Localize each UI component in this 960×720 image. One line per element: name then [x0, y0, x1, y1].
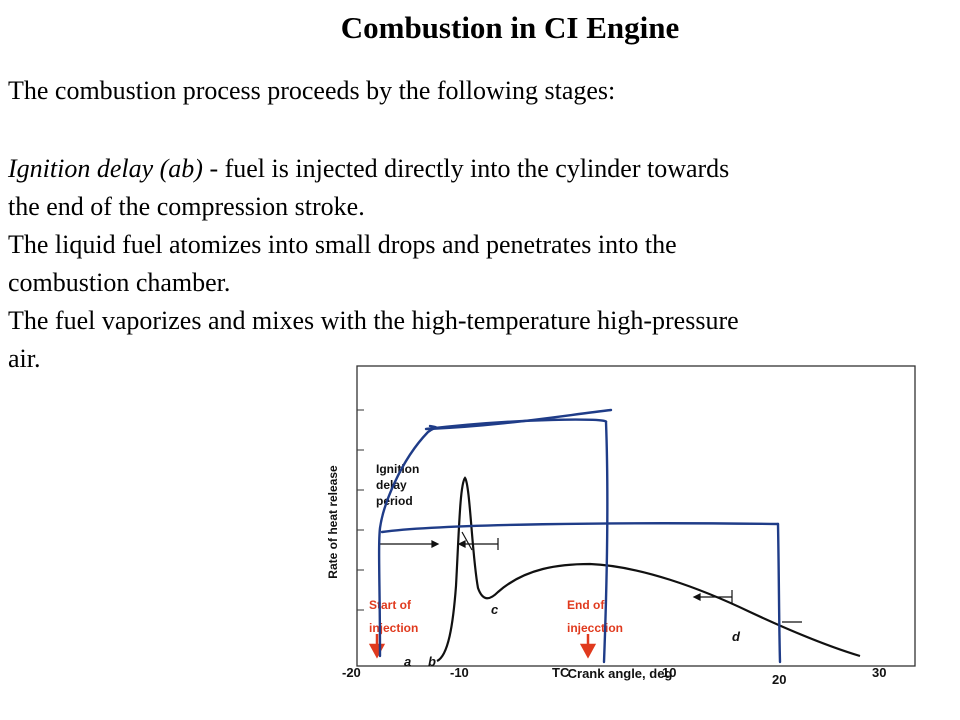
paragraph-line-4: combustion chamber. — [8, 268, 231, 297]
paragraph-line-1-rest: - fuel is injected directly into the cyl… — [202, 154, 730, 183]
x-tick-30: 30 — [872, 665, 886, 680]
y-axis-label: Rate of heat release — [326, 465, 340, 579]
plot-frame — [356, 365, 916, 667]
paragraph-line-6: air. — [8, 344, 41, 373]
point-a-label: a — [404, 654, 411, 669]
pen-box-top — [380, 522, 780, 534]
point-c-label: c — [491, 602, 499, 617]
ignition-delay-term: Ignition delay (ab) — [8, 154, 203, 183]
point-d-label: d — [732, 629, 741, 644]
x-tick-10: 10 — [662, 665, 676, 680]
pen-box-right — [776, 522, 782, 664]
end-injection-arrow-head — [579, 643, 597, 659]
pen-right-vertical — [424, 418, 609, 664]
paragraph-line-1: Ignition delay (ab) - fuel is injected d… — [8, 152, 729, 186]
heat-release-curve — [436, 476, 861, 663]
paragraph-line-5: The fuel vaporizes and mixes with the hi… — [8, 306, 739, 335]
pen-annotations — [377, 408, 782, 664]
x-tick-tc: TC — [552, 665, 570, 680]
heat-release-diagram: Rate of heat release Ignition delay peri… — [326, 365, 916, 687]
start-injection-line-2: injection — [369, 621, 418, 635]
start-injection-line-1: Start of — [369, 598, 412, 612]
delay-label-line-3: period — [376, 494, 413, 508]
y-tick-marks — [357, 409, 364, 611]
paragraph-line-2: the end of the compression stroke. — [8, 192, 365, 221]
paragraph-line-3: The liquid fuel atomizes into small drop… — [8, 230, 677, 259]
x-tick-labels: -20 -10 TC 10 20 30 — [342, 665, 886, 687]
delay-label-line-1: Ignition — [376, 462, 419, 476]
start-injection-arrow-head — [368, 643, 386, 659]
x-tick-minus-20: -20 — [342, 665, 361, 680]
end-injection-line-1: End of — [567, 598, 605, 612]
slide-title: Combustion in CI Engine — [340, 10, 680, 45]
point-b-label: b — [428, 654, 436, 669]
heat-release-figure: Rate of heat release Ignition delay peri… — [320, 356, 960, 720]
x-tick-20: 20 — [772, 672, 786, 687]
delay-label-line-2: delay — [376, 478, 407, 492]
x-tick-minus-10: -10 — [450, 665, 469, 680]
injection-arrows — [368, 634, 597, 659]
end-injection-line-2: injecction — [567, 621, 623, 635]
delay-period-arrows — [380, 531, 802, 623]
x-axis-label: Crank angle, deg — [568, 666, 673, 681]
intro-text: The combustion process proceeds by the f… — [8, 76, 616, 105]
